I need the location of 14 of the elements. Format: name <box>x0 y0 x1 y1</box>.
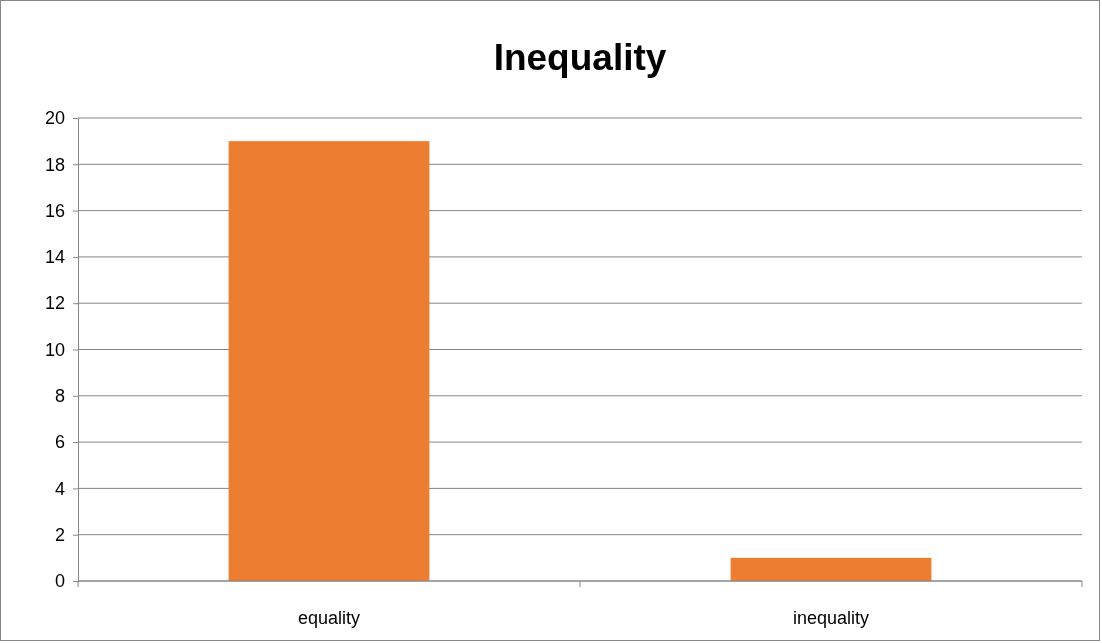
y-tick-label: 14 <box>44 247 65 268</box>
y-tick-label: 12 <box>44 293 65 314</box>
y-tick-label: 6 <box>54 432 65 453</box>
y-tick-label: 18 <box>44 154 65 175</box>
y-tick-label: 20 <box>44 108 65 129</box>
y-tick-label: 16 <box>44 200 65 221</box>
x-tick-label: inequality <box>792 608 870 628</box>
y-tick-label: 10 <box>44 339 65 360</box>
y-tick-label: 4 <box>54 478 65 499</box>
x-tick-label: equality <box>297 608 361 628</box>
y-tick-label: 2 <box>54 524 65 545</box>
y-tick-label: 0 <box>54 571 65 592</box>
y-tick-label: 8 <box>54 386 65 407</box>
chart-title: Inequality <box>493 37 667 78</box>
